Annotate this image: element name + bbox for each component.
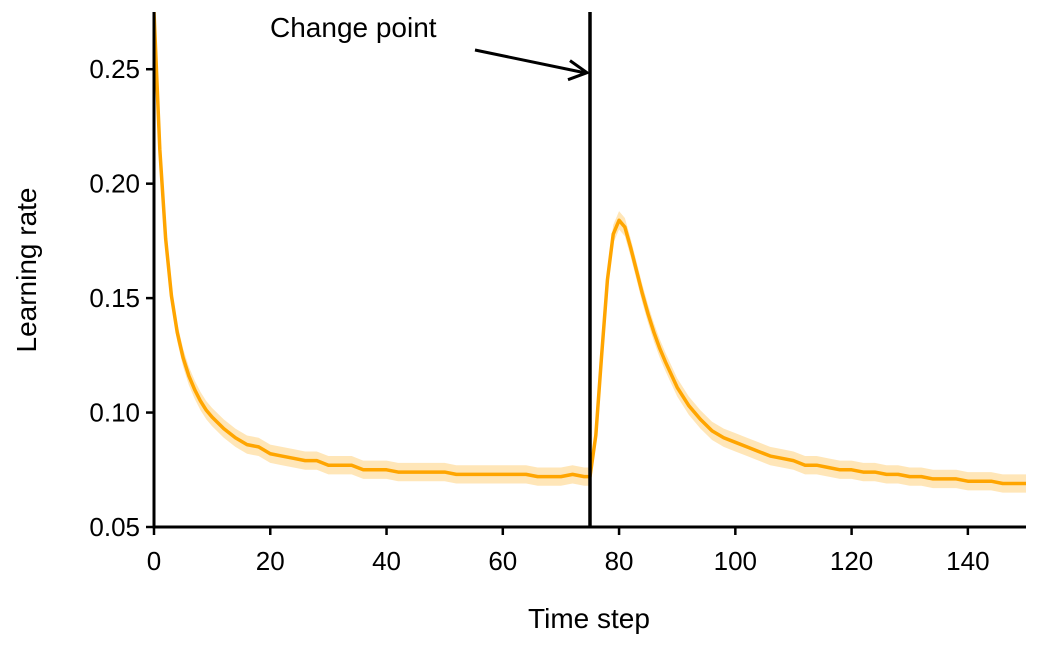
x-tick-label: 0 (147, 546, 161, 576)
y-tick-label: 0.15 (89, 283, 140, 313)
axes: 0 20 40 60 80 100 120 140 0.05 0.10 0.15 0.20 0.25 (89, 12, 1026, 576)
x-tick-label: 80 (605, 546, 634, 576)
y-tick-label: 0.05 (89, 512, 140, 542)
x-tick-label: 120 (830, 546, 873, 576)
x-tick-label: 20 (256, 546, 285, 576)
x-tick-label: 60 (488, 546, 517, 576)
series-group (154, 12, 1026, 493)
x-tick-label: 40 (372, 546, 401, 576)
y-tick-label: 0.25 (89, 54, 140, 84)
annotation-arrow-shaft (474, 48, 585, 75)
change-point-annotation: Change point (270, 12, 437, 43)
x-tick-label: 100 (714, 546, 757, 576)
x-tick-label: 140 (946, 546, 989, 576)
y-tick-label: 0.20 (89, 169, 140, 199)
y-axis-title: Learning rate (11, 187, 42, 352)
x-axis-title: Time step (528, 603, 650, 634)
y-tick-label: 0.10 (89, 398, 140, 428)
annotation-arrow-head (567, 59, 591, 82)
series-band-0 (154, 12, 1026, 493)
series-line-0 (154, 12, 1026, 486)
plot-area (154, 12, 1026, 527)
